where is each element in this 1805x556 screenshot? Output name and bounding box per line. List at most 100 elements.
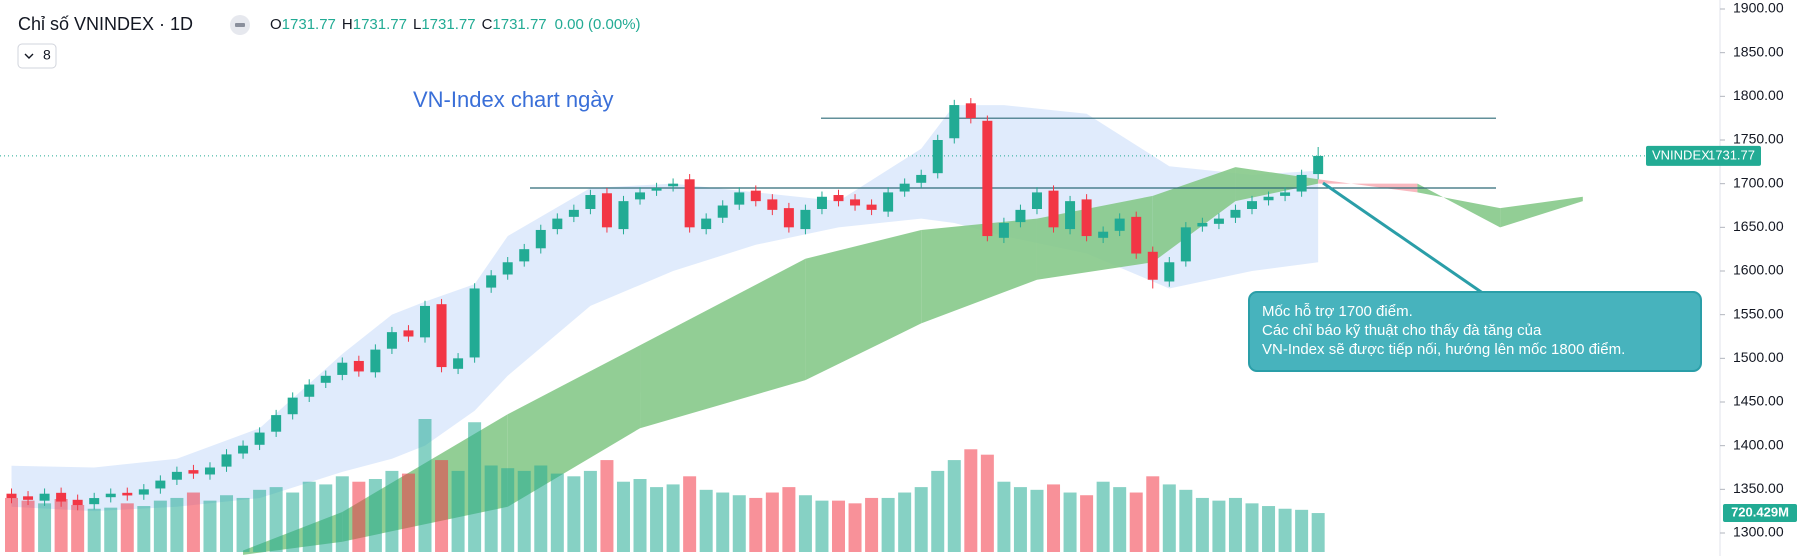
cloud-segment xyxy=(1318,179,1418,193)
candle-body xyxy=(122,492,133,496)
volume-bar xyxy=(848,503,862,552)
volume-bar xyxy=(368,479,382,552)
callout-arrow xyxy=(1322,181,1488,298)
volume-bar xyxy=(881,497,895,552)
volume-bar xyxy=(186,492,200,552)
volume-bar xyxy=(1063,492,1077,552)
candle-body xyxy=(171,471,182,480)
volume-bar xyxy=(352,481,366,552)
volume-bar xyxy=(1030,489,1044,552)
candle-body xyxy=(1164,262,1175,282)
candle-body xyxy=(684,179,695,228)
candle-body xyxy=(1081,199,1092,237)
indicator-count: 8 xyxy=(43,47,51,63)
volume-bar xyxy=(418,419,432,552)
cloud-segment xyxy=(805,229,922,381)
volume-bar xyxy=(5,497,18,552)
candle-body xyxy=(635,192,646,200)
y-tick-label: 1850.00 xyxy=(1733,43,1784,59)
y-tick-label: 1900.00 xyxy=(1733,0,1784,16)
candle-body xyxy=(651,188,662,191)
cloud-segment xyxy=(1417,183,1501,228)
candle-body xyxy=(916,174,927,183)
volume-bar xyxy=(435,460,449,552)
volume-bar xyxy=(931,470,945,552)
volume-bar xyxy=(716,492,730,552)
candle-body xyxy=(1114,218,1125,231)
volume-bar xyxy=(1080,495,1094,552)
candle-body xyxy=(271,415,282,432)
candle-body xyxy=(221,454,232,467)
candle-body xyxy=(370,349,381,373)
y-tick-label: 1350.00 xyxy=(1733,480,1784,496)
volume-bar xyxy=(335,476,349,552)
volume-bar xyxy=(832,500,845,552)
volume-bar xyxy=(1262,506,1276,552)
volume-bar xyxy=(87,508,101,552)
volume-bar xyxy=(203,500,217,552)
volume-bar xyxy=(798,495,812,552)
y-tick-label: 1650.00 xyxy=(1733,218,1784,234)
candle-body xyxy=(601,193,612,228)
volume-bar xyxy=(633,479,647,552)
volume-bar xyxy=(1295,509,1309,552)
volume-label: 720.429M xyxy=(1731,504,1789,519)
volume-bar xyxy=(269,487,283,552)
candle-body xyxy=(1048,190,1059,228)
volume-bar xyxy=(765,492,779,552)
candle-body xyxy=(1230,209,1241,218)
candle-body xyxy=(717,205,728,218)
volume-bar xyxy=(451,470,465,552)
candle-body xyxy=(1147,251,1158,280)
ohlc-value: 1731.77 xyxy=(282,16,336,33)
volume-bar xyxy=(550,473,564,552)
candle-body xyxy=(320,375,331,383)
volume-bar xyxy=(220,495,234,552)
candle-body xyxy=(238,445,249,454)
candle-body xyxy=(800,209,811,230)
volume-bar xyxy=(699,489,713,552)
candle-body xyxy=(1065,201,1076,230)
callout-text: Mốc hỗ trợ 1700 điểm. xyxy=(1262,303,1413,320)
cloud-segment xyxy=(921,218,1037,324)
candle-body xyxy=(72,499,83,506)
volume-bar xyxy=(1228,497,1242,552)
volume-bar xyxy=(236,497,250,552)
volume-bar xyxy=(782,487,796,552)
y-tick-label: 1400.00 xyxy=(1733,436,1784,452)
volume-bar xyxy=(534,465,548,552)
ohlc-legend: O1731.77 H1731.77 L1731.77 C1731.77 0.00 (0.… xyxy=(270,16,641,33)
y-tick-label: 1600.00 xyxy=(1733,262,1784,278)
candle-body xyxy=(155,480,166,489)
candle-body xyxy=(403,330,414,337)
ohlc-value: 1731.77 xyxy=(492,16,546,33)
volume-bar xyxy=(865,497,879,552)
volume-bar xyxy=(683,476,697,552)
candle-body xyxy=(883,192,894,212)
candle-body xyxy=(105,493,116,498)
candle-body xyxy=(535,229,546,249)
volume-bar xyxy=(947,460,961,552)
volume-bar xyxy=(567,476,581,552)
callout-text: Các chỉ báo kỹ thuật cho thấy đà tăng củ… xyxy=(1262,322,1542,339)
symbol-title: Chỉ số VNINDEX · 1D xyxy=(18,14,193,34)
ohlc-label: O xyxy=(270,16,282,33)
candle-body xyxy=(998,222,1009,238)
indicator-toggle[interactable] xyxy=(17,43,57,69)
plot-area xyxy=(0,98,1720,555)
volume-bar xyxy=(1013,487,1027,552)
volume-bar xyxy=(650,487,664,552)
volume-bar xyxy=(253,489,267,552)
volume-bar xyxy=(1047,484,1061,552)
volume-bar xyxy=(914,487,928,552)
candle-body xyxy=(1031,192,1042,209)
volume-bar xyxy=(120,503,134,552)
candle-body xyxy=(188,470,199,474)
candle-body xyxy=(1263,196,1274,201)
candle-body xyxy=(56,492,67,502)
ohlc-label: C xyxy=(482,16,493,33)
volume-bar xyxy=(1113,487,1127,552)
volume-bar xyxy=(302,481,316,552)
candle-body xyxy=(1015,209,1026,223)
